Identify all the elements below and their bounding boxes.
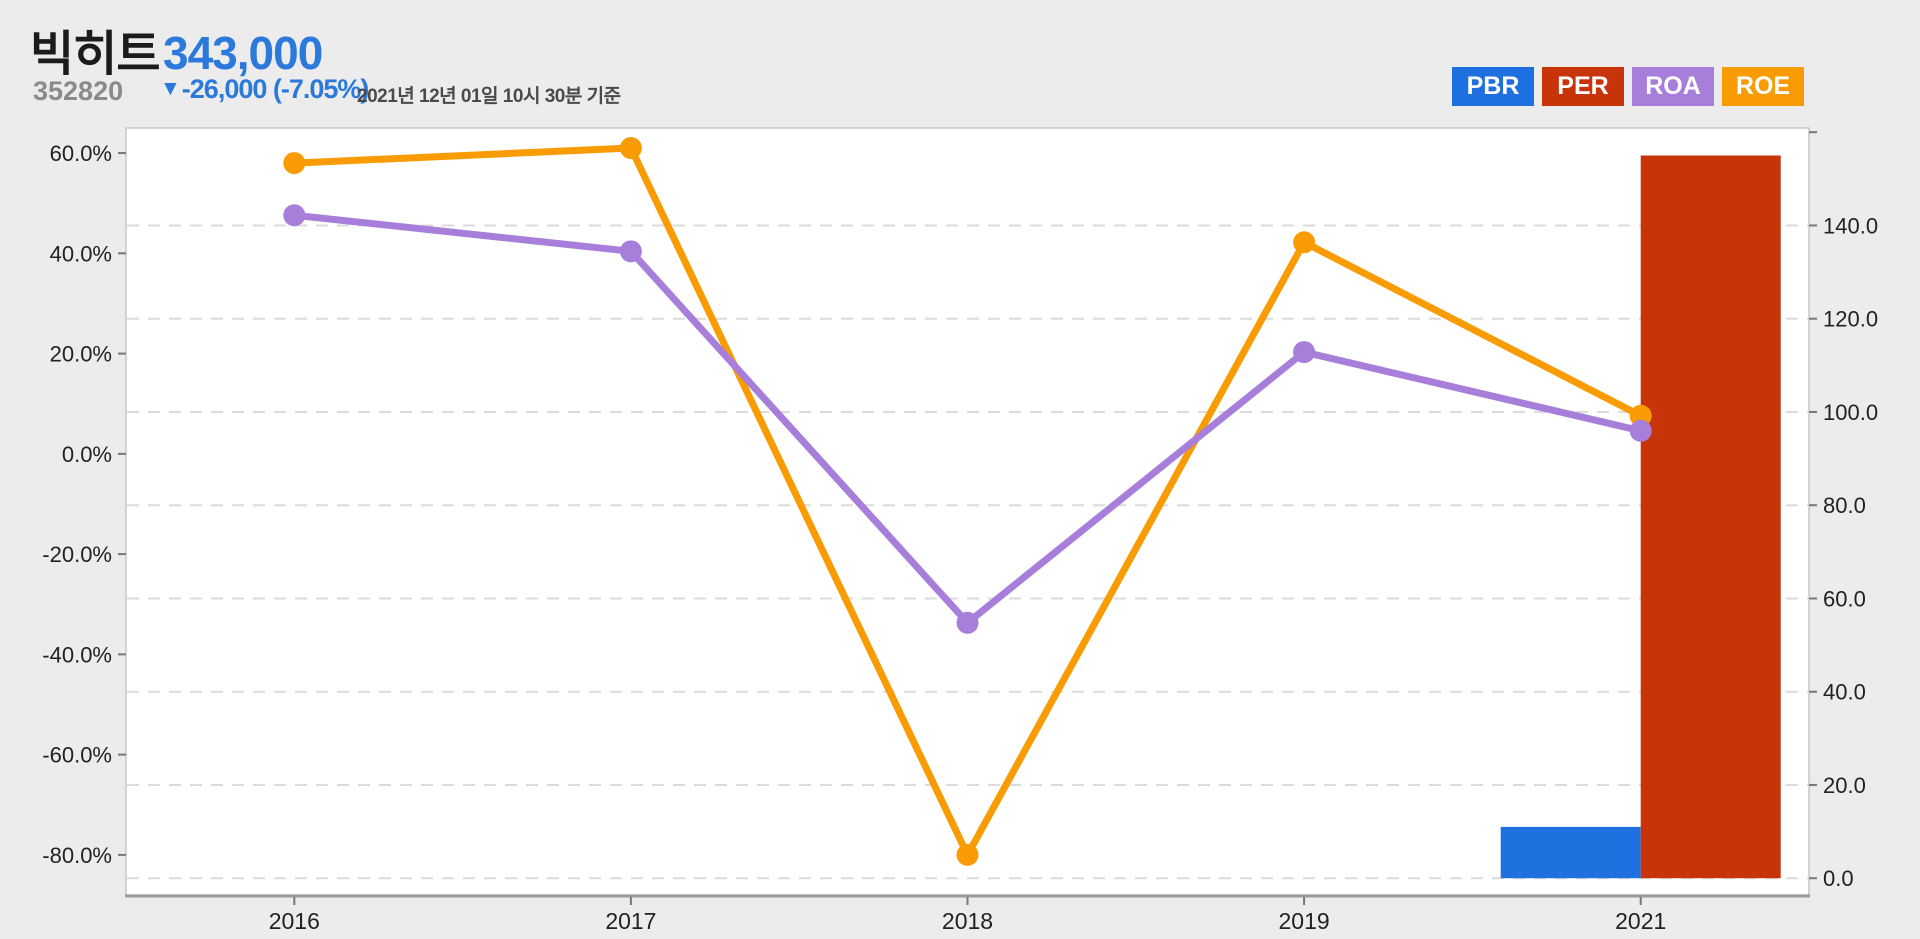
- y-left-tick-label: 0.0%: [62, 442, 112, 467]
- y-left-tick-label: -60.0%: [42, 743, 112, 768]
- legend-button-per[interactable]: PER: [1542, 67, 1624, 106]
- y-right-tick-label: 100.0: [1823, 400, 1878, 425]
- down-arrow-icon: ▼: [160, 76, 181, 100]
- point-roe-2021: [1629, 404, 1652, 427]
- point-roa-2016: [283, 204, 306, 227]
- x-tick-label: 2017: [605, 908, 656, 934]
- legend-button-pbr[interactable]: PBR: [1452, 67, 1534, 106]
- metric-legend: PBR PER ROA ROE: [1452, 67, 1804, 106]
- stock-code: 352820: [33, 76, 124, 106]
- point-roa-2021: [1629, 419, 1652, 442]
- y-left-tick-label: -40.0%: [42, 642, 112, 667]
- price-change: ▼ -26,000 (-7.05%): [160, 74, 370, 105]
- bar-pbr: [1500, 826, 1641, 879]
- x-tick-label: 2019: [1279, 908, 1330, 934]
- y-right-tick-label: 0.0: [1823, 866, 1854, 891]
- y-right-tick-label: 20.0: [1823, 773, 1866, 798]
- legend-button-roa[interactable]: ROA: [1632, 67, 1714, 106]
- price-change-text: -26,000 (-7.05%): [181, 74, 370, 104]
- y-left-tick-label: 20.0%: [50, 342, 112, 367]
- x-tick-label: 2021: [1615, 908, 1666, 934]
- y-right-tick-label: 40.0: [1823, 680, 1866, 705]
- legend-button-roe[interactable]: ROE: [1722, 67, 1804, 106]
- point-roa-2017: [619, 240, 642, 263]
- y-right-tick-label: 140.0: [1823, 213, 1878, 238]
- bar-per: [1640, 155, 1781, 879]
- y-right-tick-label: 60.0: [1823, 586, 1866, 611]
- y-right-tick-label: 80.0: [1823, 493, 1866, 518]
- y-left-tick-label: 60.0%: [50, 141, 112, 166]
- plot-area: [126, 128, 1809, 895]
- quote-timestamp: 2021년 12년 01일 10시 30분 기준: [357, 86, 621, 107]
- x-tick-label: 2016: [269, 908, 320, 934]
- stock-price: 343,000: [163, 27, 323, 79]
- point-roa-2018: [956, 611, 979, 634]
- point-roe-2018: [956, 843, 979, 866]
- point-roe-2016: [283, 152, 306, 175]
- y-right-tick-label: 120.0: [1823, 307, 1878, 332]
- y-left-tick-label: -20.0%: [42, 542, 112, 567]
- point-roe-2019: [1293, 231, 1316, 254]
- point-roe-2017: [619, 137, 642, 160]
- x-tick-label: 2018: [942, 908, 993, 934]
- y-left-tick-label: -80.0%: [42, 843, 112, 868]
- point-roa-2019: [1293, 341, 1316, 364]
- stock-name: 빅히트: [30, 28, 160, 81]
- y-left-tick-label: 40.0%: [50, 241, 112, 266]
